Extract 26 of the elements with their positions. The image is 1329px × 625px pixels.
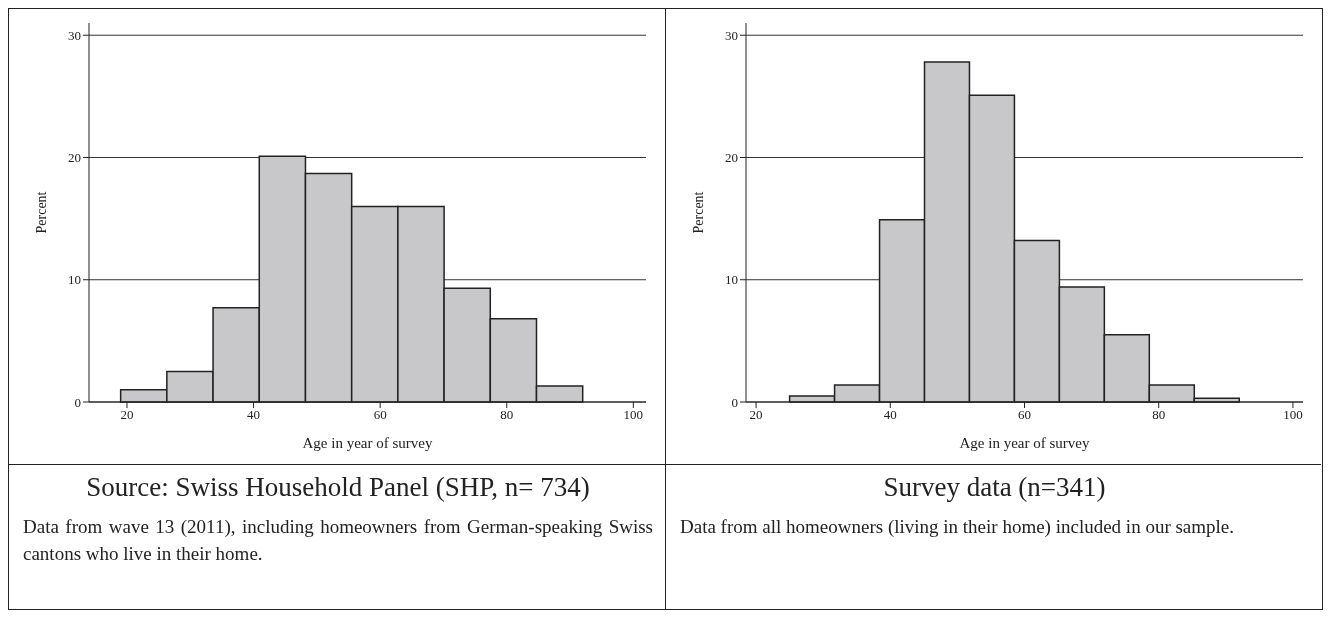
x-tick-label: 20: [120, 407, 134, 423]
y-tick-label: 30: [68, 27, 81, 43]
x-tick-label: 60: [373, 407, 387, 423]
x-tick-label: 80: [1152, 407, 1166, 423]
text: Data from all homeowners (living in their home) included in our sample.: [680, 515, 1236, 539]
y-tick-label: 10: [68, 272, 81, 288]
y-axis-title: Percent: [33, 191, 49, 234]
x-axis-title: Age in year of survey: [302, 435, 433, 451]
y-tick-label: 20: [725, 150, 738, 166]
x-tick-label: 40: [247, 407, 261, 423]
text: Survey data (n=341): [882, 471, 1107, 504]
x-tick-label: 60: [1018, 407, 1031, 423]
y-axis-title: Percent: [690, 191, 706, 234]
y-tick-label: 0: [731, 394, 738, 410]
y-tick-label: 10: [725, 272, 738, 288]
text: Data from wave 13 (2011), including homeowners from German-speaking Swiss cantons who live in their home.: [23, 515, 653, 566]
y-tick-label: 30: [725, 27, 738, 43]
x-tick-label: 100: [1283, 407, 1303, 423]
y-tick-label: 20: [68, 150, 81, 166]
x-tick-label: 100: [623, 407, 644, 423]
text: Source: Swiss Household Panel (SHP, n= 734): [85, 471, 591, 504]
x-tick-label: 20: [749, 407, 763, 423]
x-axis-title: Age in year of survey: [959, 435, 1090, 451]
y-tick-label: 0: [74, 394, 81, 410]
x-tick-label: 80: [500, 407, 514, 423]
x-tick-label: 40: [883, 407, 897, 423]
